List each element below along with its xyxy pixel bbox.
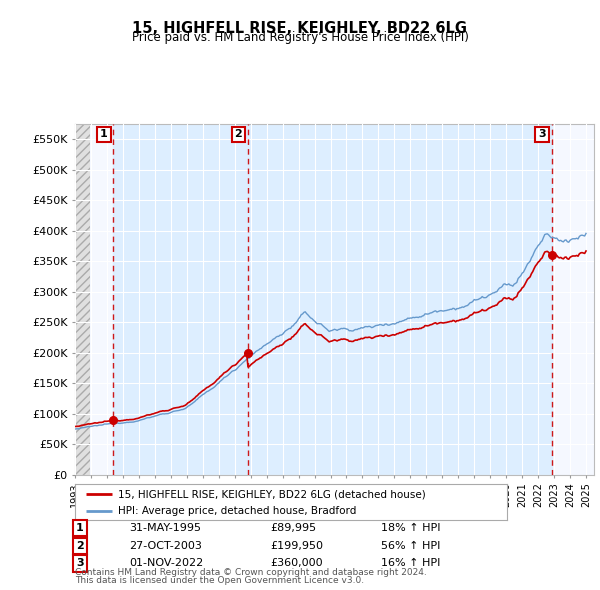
- Text: 18% ↑ HPI: 18% ↑ HPI: [381, 523, 440, 533]
- Text: HPI: Average price, detached house, Bradford: HPI: Average price, detached house, Brad…: [118, 506, 356, 516]
- Bar: [75, 124, 89, 475]
- Text: 15, HIGHFELL RISE, KEIGHLEY, BD22 6LG: 15, HIGHFELL RISE, KEIGHLEY, BD22 6LG: [133, 21, 467, 35]
- Bar: [113, 124, 248, 475]
- Text: 2: 2: [235, 129, 242, 139]
- Text: 16% ↑ HPI: 16% ↑ HPI: [381, 559, 440, 568]
- Text: 31-MAY-1995: 31-MAY-1995: [129, 523, 201, 533]
- Text: Contains HM Land Registry data © Crown copyright and database right 2024.: Contains HM Land Registry data © Crown c…: [75, 568, 427, 577]
- Text: This data is licensed under the Open Government Licence v3.0.: This data is licensed under the Open Gov…: [75, 576, 364, 585]
- Text: 3: 3: [76, 559, 83, 568]
- Text: £360,000: £360,000: [270, 559, 323, 568]
- Text: 56% ↑ HPI: 56% ↑ HPI: [381, 541, 440, 550]
- Text: £89,995: £89,995: [270, 523, 316, 533]
- Text: 15, HIGHFELL RISE, KEIGHLEY, BD22 6LG (detached house): 15, HIGHFELL RISE, KEIGHLEY, BD22 6LG (d…: [118, 489, 426, 499]
- Text: 1: 1: [76, 523, 83, 533]
- Bar: [248, 124, 551, 475]
- Text: £199,950: £199,950: [270, 541, 323, 550]
- Text: 01-NOV-2022: 01-NOV-2022: [129, 559, 203, 568]
- Text: 2: 2: [76, 541, 83, 550]
- Text: 1: 1: [100, 129, 108, 139]
- Text: 3: 3: [538, 129, 546, 139]
- Text: 27-OCT-2003: 27-OCT-2003: [129, 541, 202, 550]
- Text: Price paid vs. HM Land Registry's House Price Index (HPI): Price paid vs. HM Land Registry's House …: [131, 31, 469, 44]
